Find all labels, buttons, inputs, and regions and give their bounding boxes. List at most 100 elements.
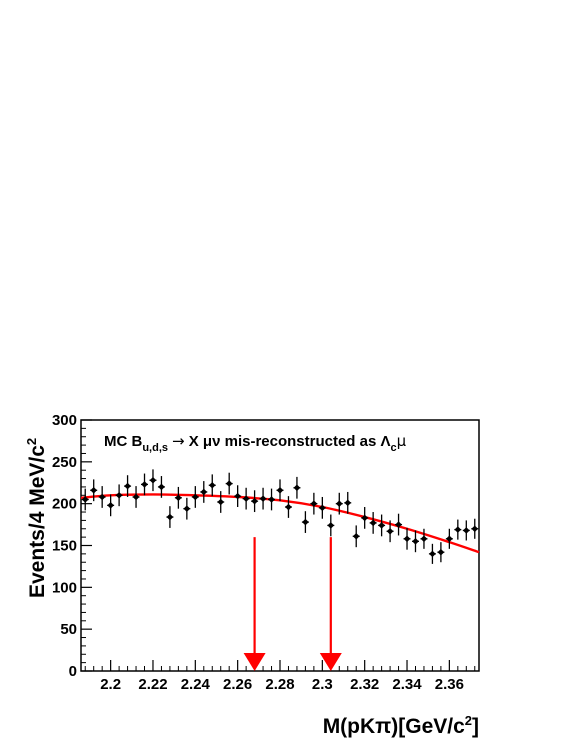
arrow-head <box>243 653 266 671</box>
point-marker <box>166 513 174 521</box>
data-point <box>344 491 352 514</box>
y-tick-label: 150 <box>52 538 77 555</box>
point-marker <box>268 496 275 503</box>
point-marker <box>361 514 368 522</box>
data-point <box>293 476 301 499</box>
point-marker <box>251 497 258 505</box>
data-point <box>217 491 225 513</box>
data-point <box>352 525 360 548</box>
signal-window-arrow <box>243 537 266 671</box>
point-marker <box>175 494 182 502</box>
point-marker <box>293 484 301 492</box>
point-marker <box>242 495 250 502</box>
data-point <box>174 486 182 509</box>
x-tick-label: 2.3 <box>312 676 333 693</box>
point-marker <box>98 493 106 501</box>
data-points-layer <box>81 469 479 564</box>
x-tick-label: 2.32 <box>350 676 379 693</box>
data-point <box>107 494 115 517</box>
data-point <box>284 496 292 518</box>
x-tick-label: 2.24 <box>181 676 211 693</box>
data-point <box>462 520 470 541</box>
data-point <box>259 487 267 510</box>
point-marker <box>429 550 436 558</box>
data-point <box>166 506 174 528</box>
point-marker <box>115 492 123 499</box>
y-tick-label: 300 <box>52 412 77 429</box>
point-marker <box>192 493 199 501</box>
y-tick-label: 250 <box>52 454 77 471</box>
data-point <box>403 527 411 550</box>
data-point <box>386 520 394 543</box>
point-marker <box>124 482 131 490</box>
point-marker <box>158 483 165 491</box>
point-marker <box>446 535 453 543</box>
data-point <box>251 490 259 513</box>
point-marker <box>335 500 343 507</box>
x-axis-title: M(pKπ)[GeV/c2] <box>323 713 479 738</box>
axis-ticks <box>81 419 476 672</box>
data-point <box>454 519 462 540</box>
point-marker <box>217 498 225 506</box>
data-point <box>234 485 242 508</box>
point-marker <box>183 505 191 512</box>
point-marker <box>378 522 385 529</box>
data-point <box>225 472 233 495</box>
fit-curve-layer <box>80 493 480 554</box>
point-marker <box>319 504 326 512</box>
data-point <box>81 488 89 511</box>
fit-curve <box>80 493 480 554</box>
data-point <box>141 473 149 496</box>
point-marker <box>90 486 98 494</box>
x-tick-label: 2.22 <box>138 676 167 693</box>
data-point <box>471 518 479 539</box>
point-marker <box>369 519 377 527</box>
y-tick-label: 100 <box>52 579 77 596</box>
data-point <box>200 481 208 503</box>
x-tick-label: 2.36 <box>435 676 464 693</box>
data-point <box>276 479 284 502</box>
point-marker <box>395 521 402 528</box>
point-marker <box>141 481 148 488</box>
data-point <box>98 486 106 508</box>
data-point <box>335 492 343 515</box>
data-point <box>115 484 123 507</box>
point-marker <box>149 476 157 484</box>
point-marker <box>344 499 352 507</box>
point-marker <box>132 493 140 501</box>
x-tick-label: 2.28 <box>265 676 294 693</box>
data-point <box>191 486 199 508</box>
chart-annotation: MC Bu,d,s → X μν mis-reconstructed as Λcμ <box>104 432 407 454</box>
point-marker <box>462 527 470 534</box>
point-marker <box>285 503 292 511</box>
axis-tick-labels: 0 50 100 150 200 250 300 2.2 2.22 2.24 2.26 2.28 2.3… <box>52 412 464 693</box>
data-point <box>437 542 445 563</box>
data-point <box>268 488 276 511</box>
data-point <box>411 530 419 553</box>
data-point <box>420 528 428 549</box>
point-marker <box>352 532 360 540</box>
data-point <box>318 496 326 519</box>
point-marker <box>437 548 445 556</box>
point-marker <box>420 535 428 543</box>
point-marker <box>200 488 208 496</box>
data-point <box>301 511 309 533</box>
point-marker <box>310 500 318 507</box>
point-marker <box>259 495 267 502</box>
point-marker <box>225 480 233 487</box>
data-point <box>327 514 335 537</box>
signal-window-arrow <box>319 537 342 671</box>
data-point <box>208 474 216 497</box>
arrow-markers-layer <box>243 537 342 671</box>
data-point <box>149 469 157 492</box>
point-marker <box>208 481 216 489</box>
data-point <box>157 476 165 498</box>
point-marker <box>81 496 89 503</box>
data-point <box>132 486 140 508</box>
data-point <box>395 513 403 536</box>
data-point <box>124 475 132 497</box>
plot-frame <box>80 419 480 672</box>
data-point <box>428 543 436 564</box>
data-point <box>369 512 377 534</box>
